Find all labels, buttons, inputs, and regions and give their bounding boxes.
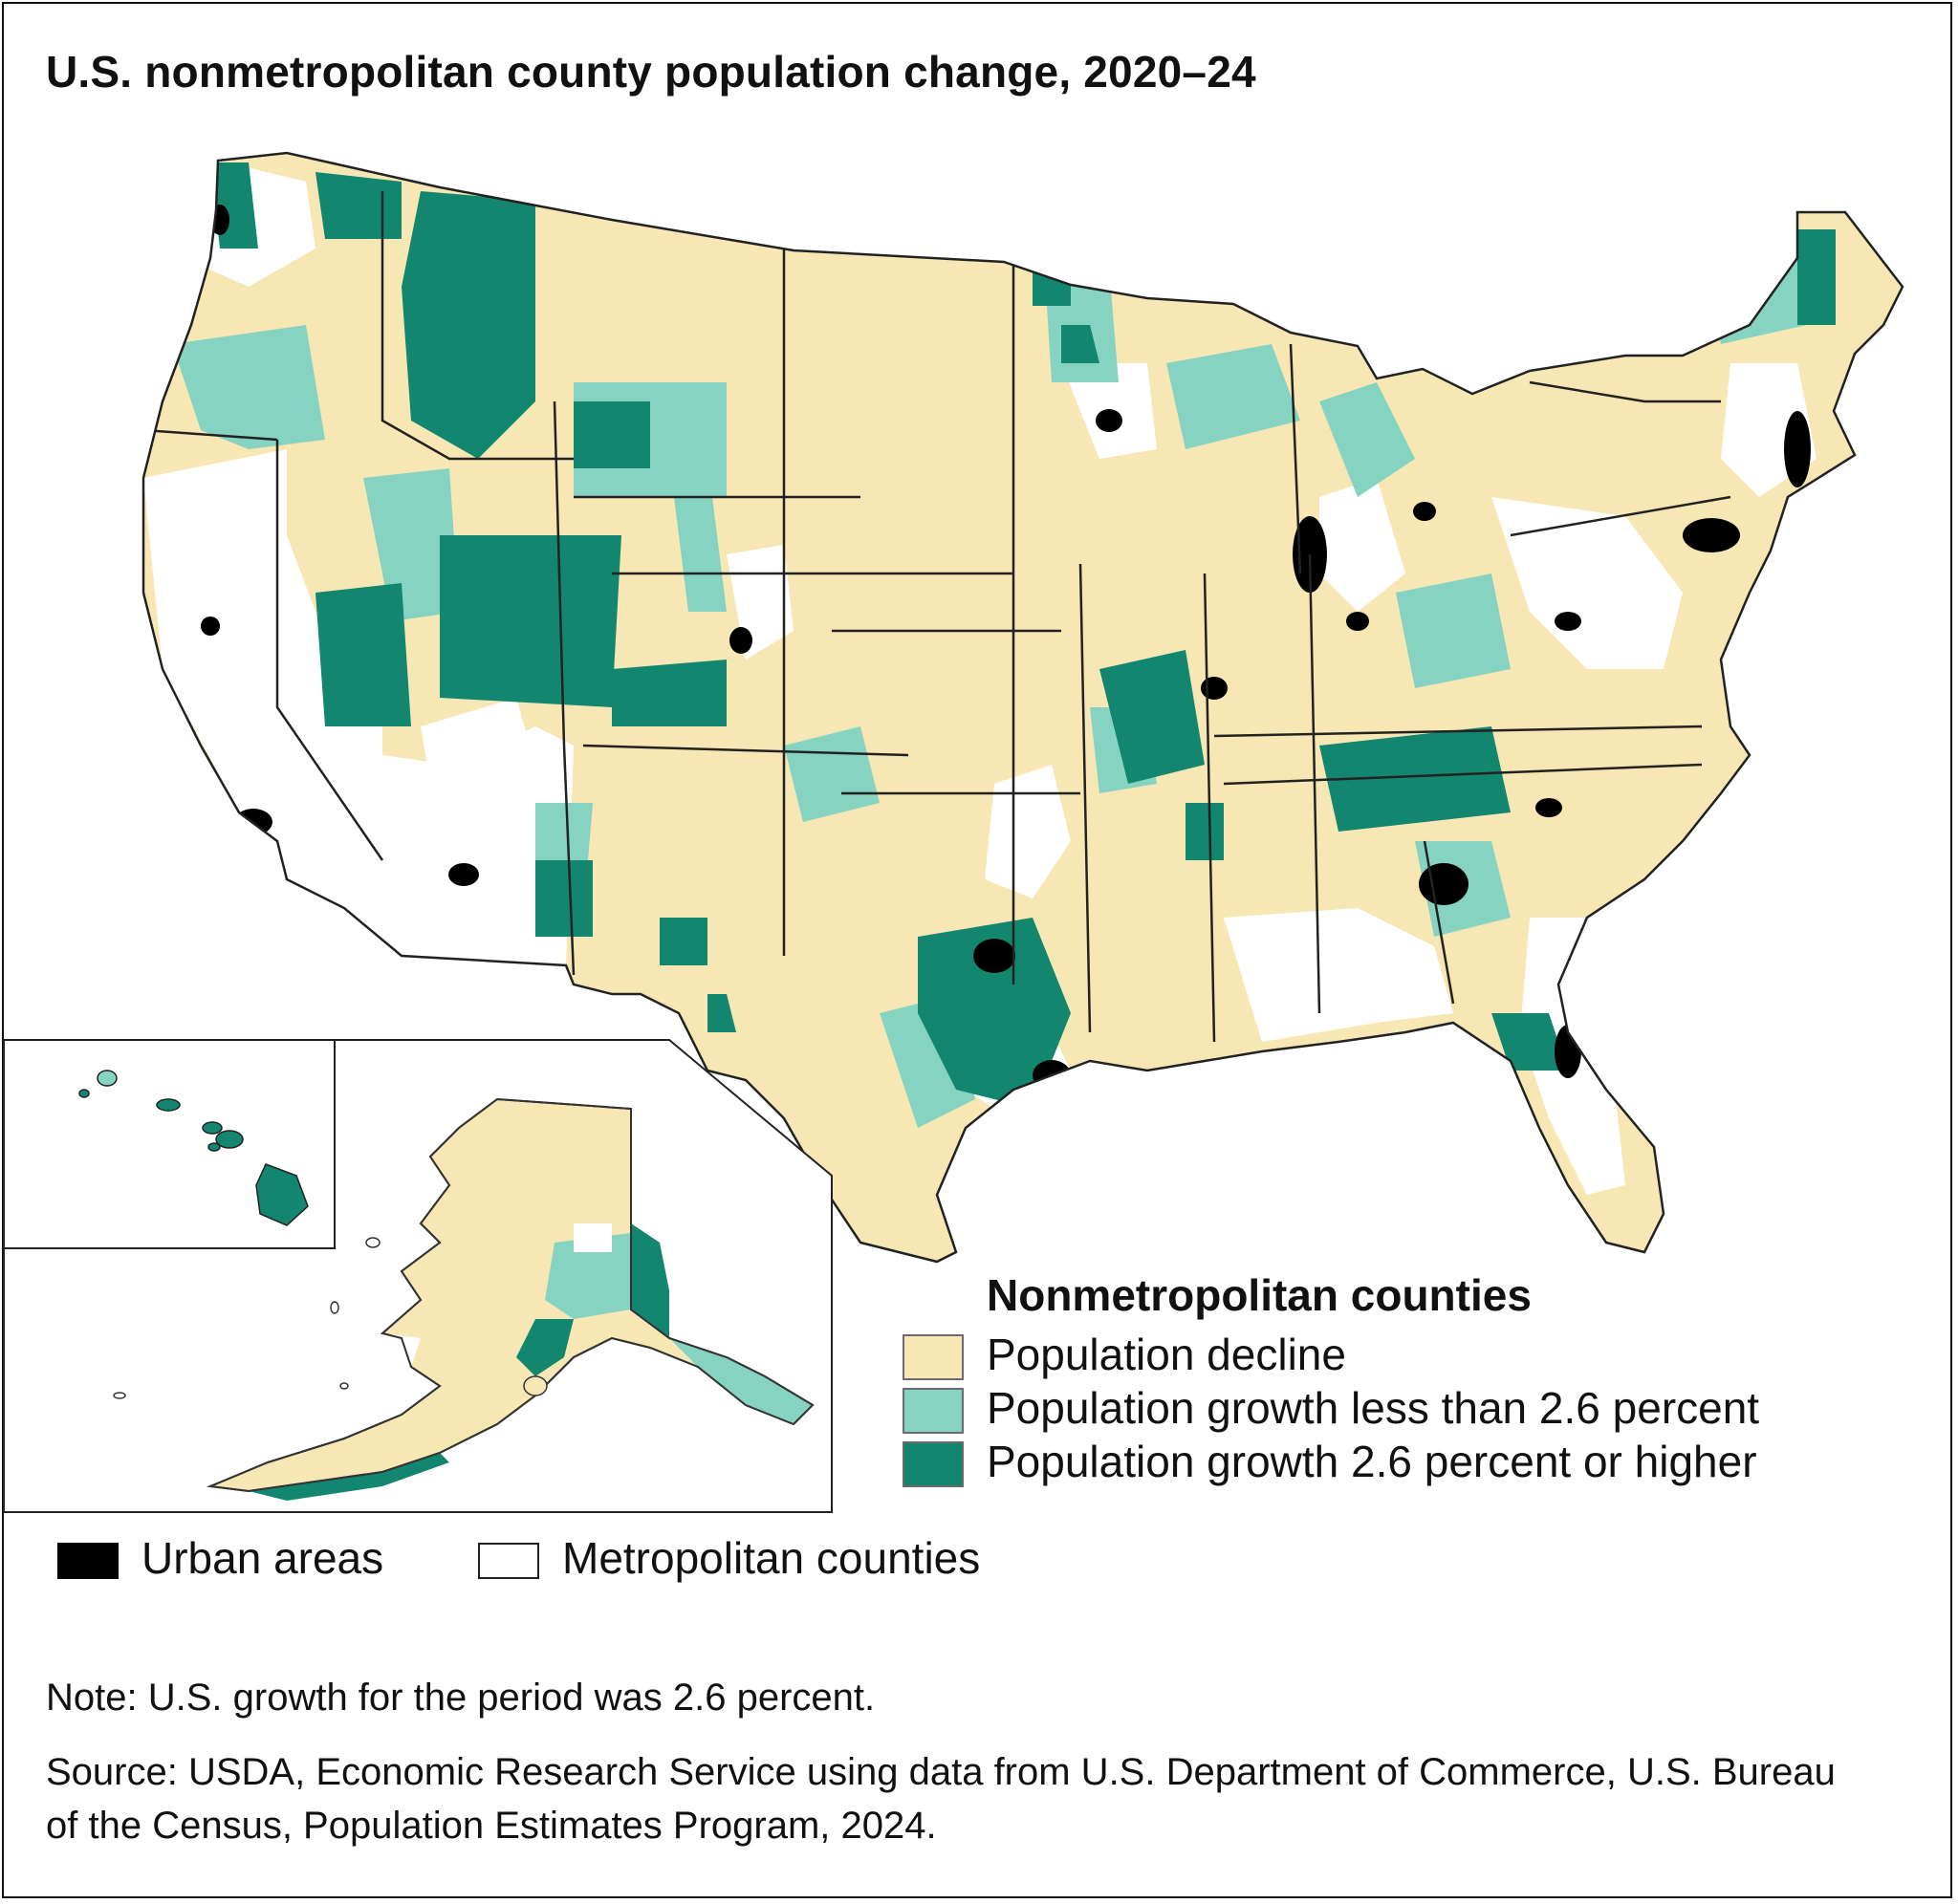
legend-title: Nonmetropolitan counties xyxy=(987,1270,1532,1320)
map-title: U.S. nonmetropolitan county population c… xyxy=(46,47,1256,97)
legend-swatch-metro xyxy=(478,1543,539,1579)
hawaii-inset-divider xyxy=(4,1040,336,1249)
growth-high-regions xyxy=(210,162,1836,1109)
legend-label-urban: Urban areas xyxy=(141,1533,384,1583)
legend-swatch-urban xyxy=(57,1543,119,1579)
legend-swatch-growth-high xyxy=(903,1441,964,1487)
legend-label-growth-low: Population growth less than 2.6 percent xyxy=(987,1383,1760,1433)
legend-swatch-growth-low xyxy=(903,1388,964,1434)
legend-swatch-decline xyxy=(903,1334,964,1380)
hawaii xyxy=(78,1070,309,1226)
legend-label-growth-high: Population growth 2.6 percent or higher xyxy=(987,1437,1757,1486)
legend-label-metro: Metropolitan counties xyxy=(562,1533,981,1583)
source-text: Source: USDA, Economic Research Service … xyxy=(46,1751,1836,1847)
alaska xyxy=(113,1097,815,1501)
note-text: Note: U.S. growth for the period was 2.6… xyxy=(46,1677,876,1719)
state-borders xyxy=(143,191,1731,1043)
county-fill-layer xyxy=(143,161,1836,1195)
legend-label-decline: Population decline xyxy=(987,1330,1346,1379)
